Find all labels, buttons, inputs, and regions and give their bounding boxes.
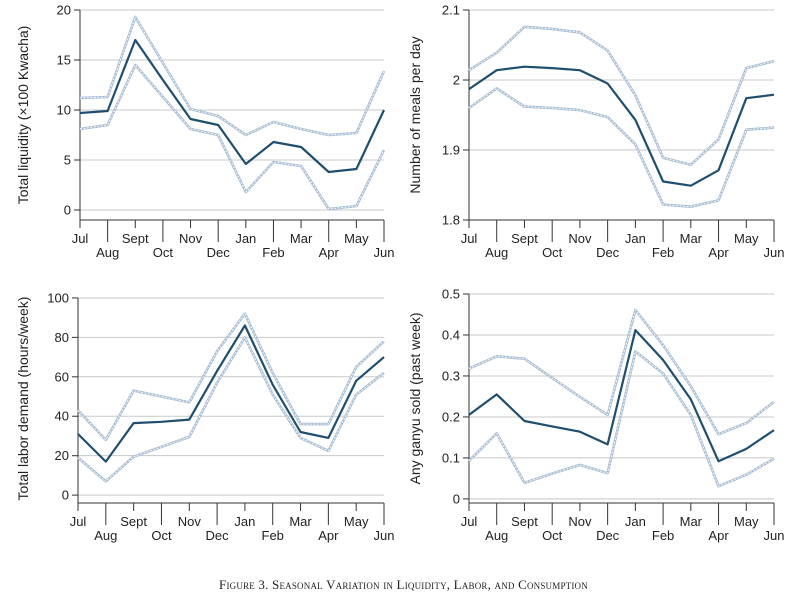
x-tick-label: Dec — [596, 528, 620, 543]
upper-ci-line — [77, 312, 385, 442]
x-tick-label: Apr — [319, 245, 340, 260]
y-axis-label: Any ganyu sold (past week) — [407, 313, 423, 485]
y-tick-label: 0.4 — [442, 327, 460, 342]
x-tick-label: Jun — [374, 528, 395, 543]
x-tick-label: Sept — [511, 514, 538, 529]
x-tick-label: Mar — [289, 514, 312, 529]
upper-ci-line — [468, 308, 775, 436]
x-tick-label: Sept — [122, 231, 149, 246]
y-tick-label: 0 — [64, 203, 71, 218]
lower-ci-line — [77, 336, 385, 483]
x-tick-label: Oct — [153, 245, 174, 260]
x-tick-label: May — [734, 514, 759, 529]
x-tick-label: Dec — [596, 245, 620, 260]
x-tick-label: Apr — [708, 245, 729, 260]
x-tick-label: Dec — [206, 528, 230, 543]
x-tick-label: Jan — [235, 231, 256, 246]
lower-ci-line — [468, 350, 775, 488]
x-tick-label: Mar — [680, 231, 703, 246]
x-tick-label: Jul — [70, 514, 87, 529]
lower-ci-line — [79, 63, 386, 211]
y-tick-label: 10 — [57, 103, 71, 118]
y-tick-label: 0 — [453, 491, 460, 506]
y-tick-label: 0.2 — [442, 409, 460, 424]
x-tick-label: Apr — [318, 528, 339, 543]
x-tick-label: Nov — [178, 514, 202, 529]
x-tick-label: Oct — [151, 528, 172, 543]
x-tick-label: Nov — [568, 514, 592, 529]
x-tick-label: Feb — [262, 245, 284, 260]
lower-ci-line — [468, 87, 775, 208]
y-tick-label: 0.5 — [442, 287, 460, 302]
figure-caption: Figure 3. Seasonal Variation in Liquidit… — [219, 577, 588, 592]
y-tick-label: 0.3 — [442, 368, 460, 383]
y-axis-label: Number of meals per day — [407, 36, 423, 193]
y-tick-label: 1.9 — [442, 143, 460, 158]
y-tick-label: 40 — [55, 409, 69, 424]
y-tick-label: 15 — [57, 53, 71, 68]
x-tick-label: Aug — [94, 528, 117, 543]
x-tick-label: Jan — [625, 231, 646, 246]
y-tick-label: 2.1 — [442, 3, 460, 18]
y-axis-label: Total labor demand (hours/week) — [15, 297, 31, 501]
x-tick-label: Dec — [207, 245, 231, 260]
x-tick-label: Feb — [262, 528, 284, 543]
x-tick-label: Jun — [764, 528, 785, 543]
y-tick-label: 20 — [55, 448, 69, 463]
x-tick-label: Jul — [72, 231, 89, 246]
y-tick-label: 80 — [55, 330, 69, 345]
x-tick-label: Jun — [374, 245, 395, 260]
x-tick-label: Nov — [179, 231, 203, 246]
y-tick-label: 5 — [64, 153, 71, 168]
y-tick-label: 0 — [62, 488, 69, 503]
x-tick-label: Mar — [290, 231, 313, 246]
estimate-line — [468, 65, 775, 187]
x-tick-label: Mar — [680, 514, 703, 529]
x-tick-label: Nov — [568, 231, 592, 246]
x-tick-label: Jun — [764, 245, 785, 260]
x-tick-label: Apr — [708, 528, 729, 543]
x-tick-label: Jan — [625, 514, 646, 529]
x-tick-label: Aug — [485, 528, 508, 543]
y-axis-label: Total liquidity (×100 Kwacha) — [15, 26, 31, 205]
x-tick-label: Jan — [234, 514, 255, 529]
x-tick-label: Sept — [120, 514, 147, 529]
x-tick-label: Feb — [652, 528, 674, 543]
upper-ci-line — [468, 25, 775, 166]
x-tick-label: May — [734, 231, 759, 246]
x-tick-label: Feb — [652, 245, 674, 260]
x-tick-label: Oct — [542, 245, 563, 260]
x-tick-label: May — [344, 231, 369, 246]
y-tick-label: 0.1 — [442, 450, 460, 465]
upper-ci-line — [79, 15, 386, 137]
estimate-line — [79, 38, 385, 174]
x-tick-label: Sept — [511, 231, 538, 246]
x-tick-label: Jul — [461, 231, 478, 246]
x-tick-label: Oct — [542, 528, 563, 543]
y-tick-label: 2 — [453, 73, 460, 88]
y-tick-label: 20 — [57, 3, 71, 18]
x-tick-label: Aug — [485, 245, 508, 260]
x-tick-label: Jul — [461, 514, 478, 529]
estimate-line — [468, 329, 775, 463]
x-tick-label: May — [344, 514, 369, 529]
y-tick-label: 60 — [55, 369, 69, 384]
estimate-line — [77, 324, 385, 463]
y-tick-label: 1.8 — [442, 213, 460, 228]
x-tick-label: Aug — [96, 245, 119, 260]
y-tick-label: 100 — [47, 290, 69, 305]
